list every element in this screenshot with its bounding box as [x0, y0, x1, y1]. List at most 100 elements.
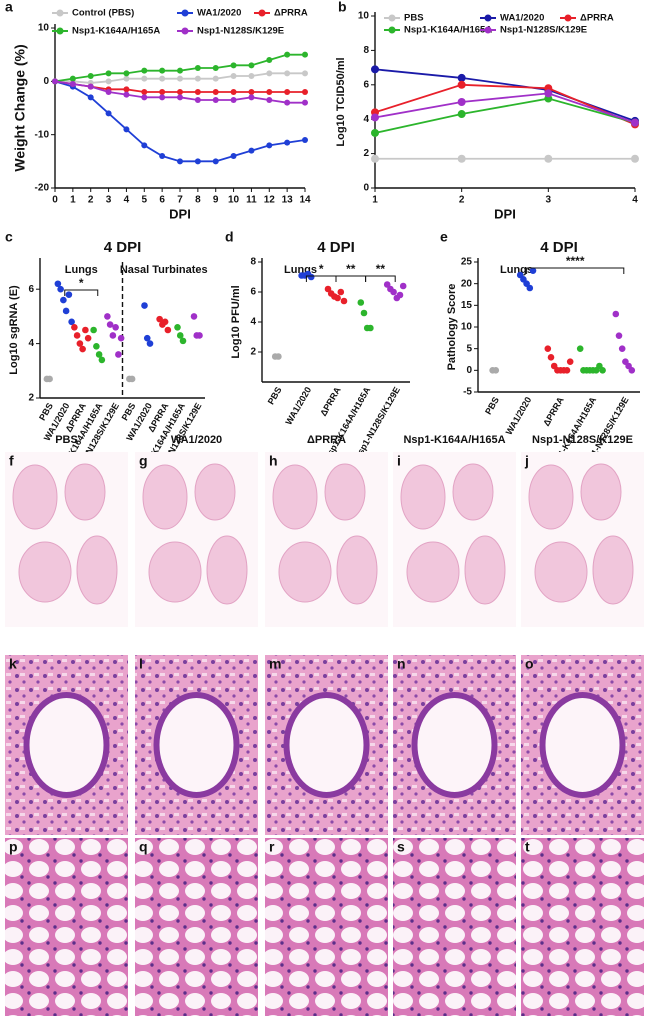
data-point — [146, 340, 154, 347]
legend-label: Nsp1-K164A/H165A — [72, 26, 160, 37]
data-point — [396, 291, 404, 299]
data-point — [371, 154, 379, 163]
data-point — [177, 75, 183, 82]
lung-lobe — [148, 541, 202, 603]
y-tick-label: 2 — [28, 393, 34, 404]
panel-letter: s — [397, 839, 405, 855]
data-point — [128, 375, 136, 383]
significance-bracket — [64, 289, 99, 296]
data-point — [141, 67, 148, 74]
data-point — [190, 313, 198, 320]
panel-letter: h — [269, 453, 278, 469]
lung-lobe — [400, 464, 446, 530]
data-point — [179, 337, 187, 345]
data-point — [105, 70, 112, 77]
y-axis-label: Log10 sgRNA (E) — [8, 285, 20, 375]
data-point — [212, 65, 219, 71]
lung-lobe — [592, 535, 634, 605]
data-point — [76, 340, 84, 347]
panel-letter: d — [225, 229, 234, 245]
data-point — [177, 89, 183, 95]
legend-marker — [181, 9, 189, 17]
lung-lobe — [534, 541, 588, 603]
data-point — [230, 89, 237, 95]
y-tick-label: 0 — [43, 76, 49, 87]
data-point — [71, 323, 78, 331]
data-point — [161, 318, 169, 326]
data-point — [112, 323, 119, 331]
data-point — [284, 99, 291, 106]
data-point — [599, 367, 606, 374]
x-tick-label: 4 — [632, 195, 638, 206]
data-point — [156, 315, 163, 323]
data-point — [457, 73, 466, 82]
data-point — [62, 307, 70, 315]
data-point — [141, 302, 148, 309]
column-title: Nsp1-K164A/H165A — [403, 434, 505, 446]
legend-marker — [181, 27, 189, 35]
x-tick-label: WA1/2020 — [284, 385, 314, 426]
legend-label: Nsp1-N128S/K129E — [197, 26, 284, 37]
legend-label: ΔPRRA — [274, 8, 308, 19]
data-point — [302, 70, 308, 77]
panel-letter: i — [397, 453, 401, 469]
bronchiole-lumen — [411, 692, 498, 798]
significance-bracket — [526, 267, 625, 274]
y-tick-label: 10 — [38, 23, 50, 34]
histology-image — [265, 838, 388, 1016]
column-title: PBS — [55, 434, 78, 446]
data-point — [95, 351, 103, 358]
x-tick-label: 6 — [159, 195, 165, 206]
data-point — [109, 332, 117, 339]
data-point — [302, 99, 308, 106]
data-point — [371, 113, 379, 122]
histology-image — [521, 838, 644, 1016]
x-axis-label: DPI — [169, 206, 191, 221]
data-point — [177, 67, 183, 74]
data-point — [266, 89, 273, 95]
data-point — [526, 284, 534, 292]
data-point — [84, 334, 92, 342]
x-tick-label: PBS — [483, 395, 501, 416]
panel-letter: n — [397, 656, 406, 672]
series-line — [374, 92, 636, 124]
x-tick-label: 0 — [52, 195, 58, 206]
x-tick-label: 3 — [106, 195, 112, 206]
data-point — [176, 332, 184, 339]
data-point — [68, 318, 75, 326]
data-point — [248, 89, 255, 95]
significance-label: * — [319, 262, 324, 276]
x-tick-label: 14 — [299, 195, 311, 206]
y-tick-label: 6 — [363, 79, 369, 90]
legend-label: ΔPRRA — [580, 13, 614, 24]
data-point — [576, 345, 584, 352]
data-point — [117, 334, 125, 342]
data-point — [141, 89, 148, 95]
y-tick-label: 4 — [363, 114, 369, 125]
lung-lobe — [272, 464, 318, 530]
x-tick-label: 3 — [546, 195, 552, 206]
data-point — [360, 309, 368, 317]
panel-letter: c — [5, 229, 13, 245]
data-point — [230, 62, 237, 69]
data-point — [194, 158, 201, 165]
y-tick-label: 25 — [461, 257, 473, 268]
data-point — [159, 89, 166, 95]
lung-lobe — [464, 535, 506, 605]
data-point — [82, 326, 89, 334]
lung-lobe — [18, 541, 72, 603]
data-point — [123, 86, 130, 93]
data-point — [123, 126, 130, 133]
histology-image — [5, 838, 128, 1016]
data-point — [230, 97, 237, 103]
data-point — [612, 310, 620, 318]
chart-title: 4 DPI — [317, 239, 355, 256]
data-point — [105, 78, 112, 85]
column-title: ΔPRRA — [307, 434, 346, 446]
y-tick-label: -20 — [35, 183, 50, 194]
data-point — [544, 345, 552, 352]
significance-bracket — [335, 275, 367, 282]
panel-letter: a — [5, 0, 13, 15]
data-point — [212, 89, 219, 95]
data-point — [302, 51, 308, 58]
